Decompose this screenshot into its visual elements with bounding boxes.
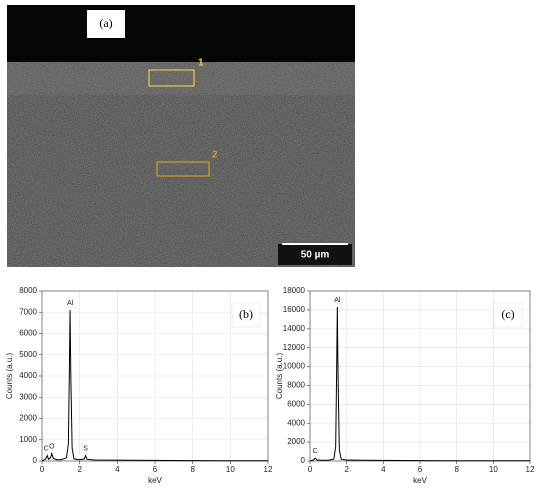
region-box — [148, 69, 195, 87]
x-tick-label: 4 — [381, 465, 386, 474]
y-tick-label: 4000 — [19, 371, 37, 380]
y-tick-label: 2000 — [19, 414, 37, 423]
peak-label: S — [83, 446, 88, 453]
x-tick-label: 0 — [40, 465, 45, 474]
plot-frame — [41, 290, 269, 462]
label-box — [87, 10, 125, 38]
panel-label: (c) — [501, 307, 514, 321]
panel-label: (a) — [99, 16, 112, 30]
background — [7, 5, 355, 62]
y-tick-label: 4000 — [287, 418, 305, 427]
x-tick-label: 8 — [454, 465, 459, 474]
x-axis-label: keV — [148, 476, 162, 485]
y-tick-label: 3000 — [19, 392, 37, 401]
y-tick-label: 5000 — [19, 350, 37, 359]
spectrum-line — [309, 307, 530, 462]
peak-label: Al — [67, 300, 74, 307]
region-label: 2 — [212, 150, 218, 161]
scale-bar-box — [278, 244, 352, 265]
x-tick-label: 10 — [226, 465, 235, 474]
peak-label: Al — [334, 297, 341, 304]
x-tick-label: 0 — [308, 465, 313, 474]
peak-label: O — [49, 443, 55, 450]
x-tick-label: 2 — [344, 465, 349, 474]
spectrum-line — [41, 310, 268, 462]
y-tick-label: 6000 — [19, 329, 37, 338]
peak-label: C — [313, 448, 318, 455]
x-tick-label: 12 — [526, 465, 535, 474]
y-tick-label: 8000 — [19, 286, 37, 295]
sem-image: (a) 1 2 50 µm — [7, 5, 355, 267]
x-tick-label: 12 — [264, 465, 273, 474]
y-tick-label: 18000 — [283, 286, 306, 295]
x-axis-label: keV — [413, 476, 427, 485]
x-tick-label: 8 — [190, 465, 195, 474]
panel-label-box — [231, 302, 261, 328]
peak-label: C — [44, 446, 49, 453]
x-tick-label: 6 — [153, 465, 158, 474]
panel-label-box — [493, 302, 523, 328]
x-tick-label: 6 — [418, 465, 423, 474]
y-tick-label: 2000 — [287, 437, 305, 446]
y-axis-label: Counts (a.u.) — [5, 353, 14, 400]
scale-bar-label: 50 µm — [301, 250, 330, 261]
y-tick-label: 0 — [33, 456, 38, 465]
y-axis-label: Counts (a.u.) — [275, 353, 284, 400]
y-tick-label: 14000 — [283, 324, 306, 333]
x-tick-label: 2 — [77, 465, 82, 474]
y-tick-label: 7000 — [19, 307, 37, 316]
y-tick-label: 10000 — [283, 362, 306, 371]
x-tick-label: 4 — [115, 465, 120, 474]
y-tick-label: 8000 — [287, 381, 305, 390]
y-tick-label: 0 — [301, 456, 306, 465]
y-tick-label: 16000 — [283, 305, 306, 314]
x-tick-label: 10 — [489, 465, 498, 474]
region-box — [156, 161, 210, 177]
y-tick-label: 1000 — [19, 435, 37, 444]
y-tick-label: 12000 — [283, 343, 306, 352]
coating-layer — [7, 62, 355, 95]
panel-label: (b) — [239, 307, 253, 321]
region-label: 1 — [198, 58, 204, 69]
y-tick-label: 6000 — [287, 399, 305, 408]
